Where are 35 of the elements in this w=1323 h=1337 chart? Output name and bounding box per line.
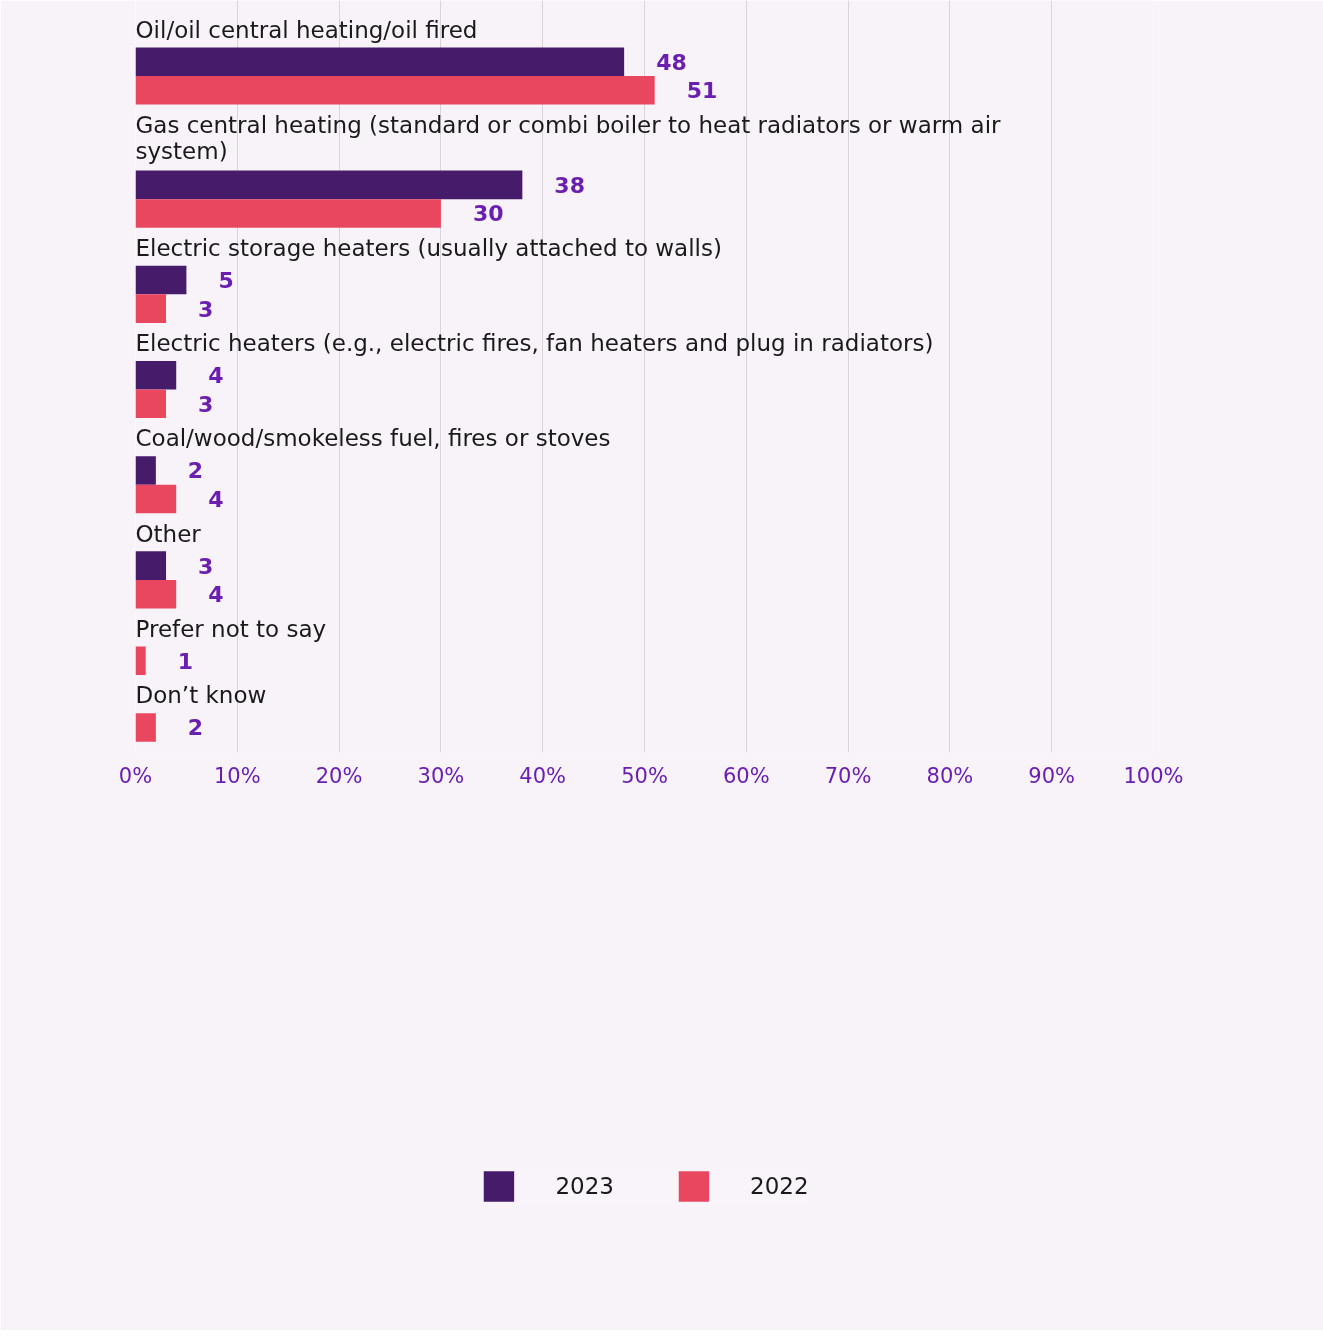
y-tick-label: Other (135, 520, 202, 547)
data-label: 51 (686, 78, 718, 104)
data-label: 3 (198, 553, 214, 579)
y-tick-label: Don’t know (135, 682, 267, 709)
data-label: 4 (208, 363, 224, 389)
y-tick-label: Gas central heating (standard or combi boiler to heat radiators or warm air system) (135, 111, 1002, 164)
data-label: 4 (208, 486, 224, 512)
y-tick-label: Electric storage heaters (usually attached to walls) (135, 234, 722, 261)
x-tick-label: 100% (1123, 763, 1184, 788)
x-tick-label: 70% (824, 763, 872, 788)
y-tick-label: Oil/oil central heating/oil fired (135, 16, 478, 43)
y-tick-label: Coal/wood/smokeless fuel, fires or stoves (135, 425, 611, 452)
y-tick-label: Electric heaters (e.g., electric fires, fan heaters and plug in radiators) (135, 330, 934, 357)
data-label: 30 (472, 201, 504, 227)
x-tick-label: 40% (519, 763, 567, 788)
data-label: 2 (187, 715, 204, 741)
data-label: 4 (208, 582, 224, 608)
x-tick-label: 50% (621, 763, 668, 788)
x-tick-label: 80% (926, 763, 974, 788)
data-label: 1 (177, 648, 193, 674)
data-label: 38 (554, 172, 585, 198)
data-label: 3 (198, 391, 214, 417)
x-tick-label: 0% (118, 763, 153, 788)
x-tick-label: 10% (213, 763, 261, 788)
data-label: 2 (187, 458, 204, 484)
legend-label: 2022 (750, 1172, 809, 1199)
y-tick-label: Prefer not to say (135, 615, 327, 642)
legend-label: 2023 (555, 1172, 614, 1199)
data-label: 3 (198, 296, 214, 322)
x-tick-label: 30% (417, 763, 465, 788)
x-tick-label: 90% (1028, 763, 1076, 788)
data-label: 48 (656, 49, 687, 75)
x-tick-label: 60% (722, 763, 770, 788)
data-label: 5 (218, 268, 234, 294)
x-tick-label: 20% (315, 763, 363, 788)
